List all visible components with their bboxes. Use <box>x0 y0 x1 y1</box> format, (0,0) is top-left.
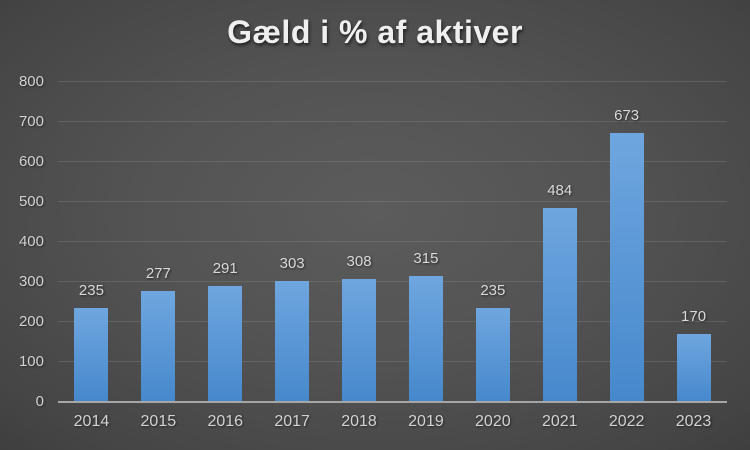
y-tick-label: 300 <box>18 273 44 290</box>
y-tick-label: 0 <box>35 393 44 410</box>
x-tick-label: 2022 <box>608 413 645 430</box>
bar-value-label: 291 <box>212 259 238 277</box>
bar-value-label: 308 <box>346 252 372 270</box>
y-tick-label: 200 <box>18 313 44 330</box>
gridline <box>58 121 727 122</box>
bar <box>208 285 243 402</box>
x-tick-label: 2019 <box>408 413 444 430</box>
bar-value-label: 235 <box>78 282 104 299</box>
bar-value-label: 235 <box>480 282 506 299</box>
bar <box>542 208 577 402</box>
y-tick-label: 600 <box>18 153 44 170</box>
bar-value-label: 170 <box>681 308 707 325</box>
x-tick-label: 2020 <box>475 413 511 430</box>
x-tick-label: 2023 <box>675 413 712 430</box>
gridline <box>58 281 727 282</box>
x-tick-label: 2021 <box>541 413 578 430</box>
bar <box>676 334 711 402</box>
x-tick-label: 2017 <box>274 413 310 430</box>
bar <box>141 291 176 402</box>
gridline <box>58 201 727 202</box>
gridline <box>58 241 727 242</box>
bar <box>275 280 310 402</box>
bar-value-label: 303 <box>279 254 305 272</box>
y-tick-label: 800 <box>18 73 44 90</box>
x-tick-label: 2015 <box>140 413 177 430</box>
bar <box>475 308 510 402</box>
bar-value-label: 277 <box>145 265 171 283</box>
plot-area: 235 277 291 303 308 315 235 484 673 170 <box>58 81 727 403</box>
bar <box>609 132 644 402</box>
gridline <box>58 361 727 362</box>
x-tick-label: 2014 <box>73 413 110 430</box>
gridline <box>58 81 727 82</box>
x-axis-line <box>58 401 727 403</box>
y-tick-label: 400 <box>18 233 44 250</box>
y-tick-label: 700 <box>18 113 44 130</box>
y-tick-label: 100 <box>18 353 44 370</box>
bar-value-label: 315 <box>413 250 439 267</box>
x-tick-label: 2016 <box>207 413 244 430</box>
bar-value-label: 484 <box>547 182 573 200</box>
bar-value-label: 673 <box>614 106 640 124</box>
gridline <box>58 161 727 162</box>
bar <box>342 278 377 402</box>
bar <box>74 308 109 402</box>
x-tick-label: 2018 <box>341 413 377 430</box>
y-tick-label: 500 <box>18 193 44 210</box>
gridline <box>58 321 727 322</box>
chart-title: Gæld i % af aktiver <box>227 14 523 50</box>
bar <box>408 276 443 402</box>
